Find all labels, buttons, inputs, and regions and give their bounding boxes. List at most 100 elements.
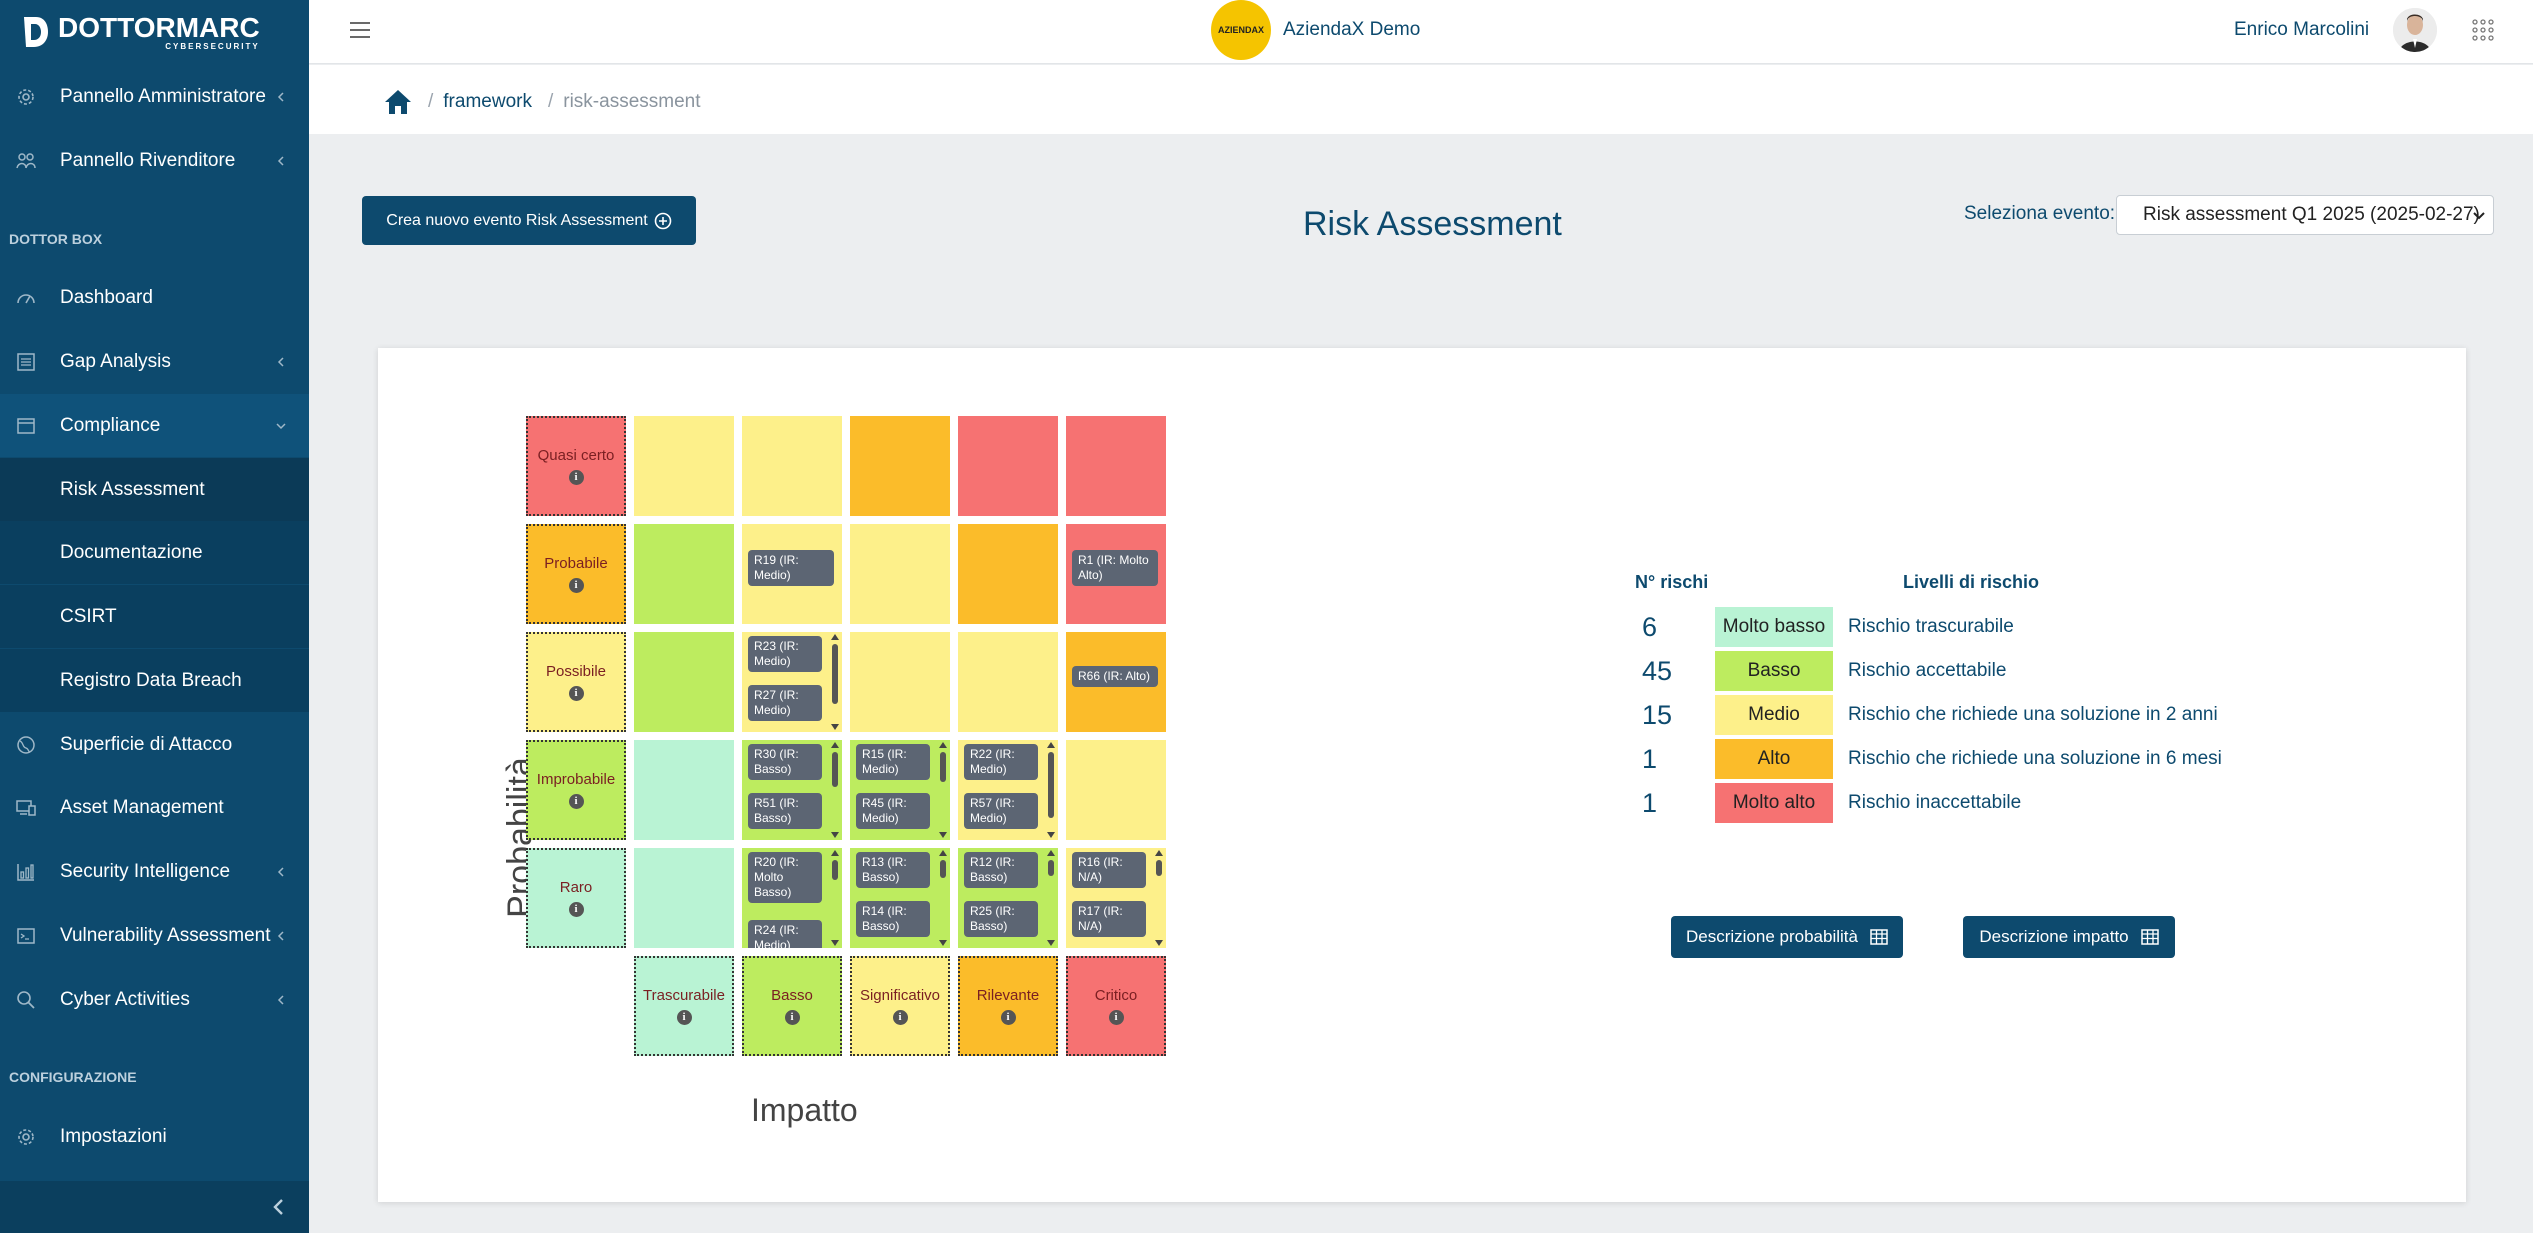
sidebar-item-label: Registro Data Breach bbox=[60, 669, 242, 691]
organization-selector[interactable]: AZIENDAX AziendaX Demo bbox=[1211, 0, 1420, 60]
risk-chip[interactable]: R23 (IR: Medio) bbox=[748, 636, 822, 672]
sidebar-item-asset-management[interactable]: Asset Management bbox=[0, 776, 309, 839]
risk-chip[interactable]: R27 (IR: Medio) bbox=[748, 685, 822, 721]
sidebar-item-registro-data-breach[interactable]: Registro Data Breach bbox=[0, 649, 309, 712]
breadcrumb: / framework / risk-assessment bbox=[309, 65, 2533, 134]
risk-chip[interactable]: R16 (IR: N/A) bbox=[1072, 852, 1146, 888]
impact-header-trascurabile[interactable]: Trascurabile i bbox=[634, 956, 734, 1056]
brand-name: DOTTORMARC bbox=[58, 11, 260, 43]
sidebar-item-impostazioni[interactable]: Impostazioni bbox=[0, 1105, 309, 1168]
home-icon[interactable] bbox=[384, 89, 412, 115]
risk-chip[interactable]: R19 (IR: Medio) bbox=[748, 550, 834, 586]
risk-chip[interactable]: R24 (IR: Medio) bbox=[748, 920, 822, 948]
risk-chip[interactable]: R17 (IR: N/A) bbox=[1072, 901, 1146, 937]
cell-scrollbar[interactable] bbox=[831, 742, 839, 838]
info-icon[interactable]: i bbox=[568, 578, 584, 593]
sidebar-item-label: CSIRT bbox=[60, 605, 117, 627]
cell-scrollbar[interactable] bbox=[1047, 742, 1055, 838]
risk-chip[interactable]: R45 (IR: Medio) bbox=[856, 793, 930, 829]
user-menu[interactable]: Enrico Marcolini bbox=[2234, 0, 2438, 60]
sidebar-item-label: Impostazioni bbox=[60, 1125, 167, 1147]
info-icon[interactable]: i bbox=[1000, 1010, 1016, 1025]
risk-chip[interactable]: R51 (IR: Basso) bbox=[748, 793, 822, 829]
sidebar-item-pannello-amministratore[interactable]: Pannello Amministratore bbox=[0, 65, 309, 128]
legend-level: Alto bbox=[1715, 739, 1833, 779]
matrix-cell bbox=[850, 632, 950, 732]
info-icon[interactable]: i bbox=[568, 470, 584, 485]
info-icon[interactable]: i bbox=[568, 686, 584, 701]
risk-chip[interactable]: R66 (IR: Alto) bbox=[1072, 666, 1158, 687]
legend-description: Rischio trascurabile bbox=[1848, 616, 2014, 637]
org-name: AziendaX Demo bbox=[1283, 19, 1421, 40]
risk-chip[interactable]: R1 (IR: Molto Alto) bbox=[1072, 550, 1158, 586]
cell-scrollbar[interactable] bbox=[1155, 850, 1163, 946]
sidebar-item-pannello-rivenditore[interactable]: Pannello Rivenditore bbox=[0, 129, 309, 192]
matrix-cell bbox=[634, 416, 734, 516]
risk-chip[interactable]: R13 (IR: Basso) bbox=[856, 852, 930, 888]
risk-chip[interactable]: R22 (IR: Medio) bbox=[964, 744, 1038, 780]
apps-grid-icon[interactable] bbox=[2472, 19, 2494, 41]
info-icon[interactable]: i bbox=[784, 1010, 800, 1025]
info-icon[interactable]: i bbox=[1108, 1010, 1124, 1025]
risk-chip[interactable]: R30 (IR: Basso) bbox=[748, 744, 822, 780]
cell-scrollbar[interactable] bbox=[831, 634, 839, 730]
sidebar-item-vulnerability-assessment[interactable]: Vulnerability Assessment bbox=[0, 904, 309, 967]
legend-row: 1 Alto Rischio che richiede una soluzion… bbox=[1635, 739, 2335, 779]
info-icon[interactable]: i bbox=[568, 794, 584, 809]
sidebar-item-security-intelligence[interactable]: Security Intelligence bbox=[0, 840, 309, 903]
risk-chip[interactable]: R25 (IR: Basso) bbox=[964, 901, 1038, 937]
probability-header-improbabile[interactable]: Improbabile i bbox=[526, 740, 626, 840]
info-icon[interactable]: i bbox=[892, 1010, 908, 1025]
sidebar-item-compliance[interactable]: Compliance bbox=[0, 394, 309, 457]
risk-chip[interactable]: R57 (IR: Medio) bbox=[964, 793, 1038, 829]
legend-level: Medio bbox=[1715, 695, 1833, 735]
new-risk-assessment-button[interactable]: Crea nuovo evento Risk Assessment bbox=[362, 196, 696, 245]
probability-header-raro[interactable]: Raro i bbox=[526, 848, 626, 948]
cell-scrollbar[interactable] bbox=[939, 850, 947, 946]
probability-header-possibile[interactable]: Possibile i bbox=[526, 632, 626, 732]
risk-chip[interactable]: R14 (IR: Basso) bbox=[856, 901, 930, 937]
x-axis-label: Impatto bbox=[751, 1092, 858, 1128]
probability-header-probabile[interactable]: Probabile i bbox=[526, 524, 626, 624]
sidebar-item-risk-assessment[interactable]: Risk Assessment bbox=[0, 458, 309, 521]
matrix-cell bbox=[634, 524, 734, 624]
legend-row: 1 Molto alto Rischio inaccettabile bbox=[1635, 783, 2335, 823]
event-select[interactable]: Risk assessment Q1 2025 (2025-02-27) bbox=[2116, 195, 2494, 235]
cell-scrollbar[interactable] bbox=[939, 742, 947, 838]
probability-label: Improbabile bbox=[536, 771, 616, 788]
sidebar-collapse-button[interactable] bbox=[0, 1181, 309, 1233]
hamburger-menu-icon[interactable] bbox=[349, 20, 371, 40]
impact-header-rilevante[interactable]: Rilevante i bbox=[958, 956, 1058, 1056]
risk-chip[interactable]: R20 (IR: Molto Basso) bbox=[748, 852, 822, 903]
brand-logo[interactable]: DOTTORMARC CYBERSECURITY bbox=[0, 0, 309, 64]
legend-count: 6 bbox=[1642, 612, 1658, 642]
risk-chip[interactable]: R12 (IR: Basso) bbox=[964, 852, 1038, 888]
chevron-left-icon bbox=[277, 91, 284, 102]
impact-description-button[interactable]: Descrizione impatto bbox=[1963, 916, 2175, 958]
probability-description-button[interactable]: Descrizione probabilità bbox=[1671, 916, 1903, 958]
info-icon[interactable]: i bbox=[568, 902, 584, 917]
chevron-left-icon bbox=[277, 356, 284, 367]
terminal-icon bbox=[17, 927, 35, 944]
cell-scrollbar[interactable] bbox=[831, 850, 839, 946]
impact-header-basso[interactable]: Basso i bbox=[742, 956, 842, 1056]
new-risk-assessment-label: Crea nuovo evento Risk Assessment bbox=[386, 211, 648, 229]
risk-chip[interactable]: R15 (IR: Medio) bbox=[856, 744, 930, 780]
breadcrumb-link-framework[interactable]: framework bbox=[443, 91, 532, 112]
sidebar-item-dashboard[interactable]: Dashboard bbox=[0, 266, 309, 329]
matrix-cell: R30 (IR: Basso) R51 (IR: Basso) bbox=[742, 740, 842, 840]
user-name: Enrico Marcolini bbox=[2234, 19, 2370, 40]
legend-level: Basso bbox=[1715, 651, 1833, 691]
sidebar-item-cyber-activities[interactable]: Cyber Activities bbox=[0, 968, 309, 1031]
matrix-cell bbox=[850, 524, 950, 624]
info-icon[interactable]: i bbox=[676, 1010, 692, 1025]
impact-header-significativo[interactable]: Significativo i bbox=[850, 956, 950, 1056]
impact-header-critico[interactable]: Critico i bbox=[1066, 956, 1166, 1056]
sidebar-item-gap-analysis[interactable]: Gap Analysis bbox=[0, 330, 309, 393]
sidebar-item-superficie-di-attacco[interactable]: Superficie di Attacco bbox=[0, 713, 309, 776]
probability-header-quasi-certo[interactable]: Quasi certo i bbox=[526, 416, 626, 516]
avatar bbox=[2393, 8, 2438, 52]
cell-scrollbar[interactable] bbox=[1047, 850, 1055, 946]
sidebar-item-csirt[interactable]: CSIRT bbox=[0, 585, 309, 648]
sidebar-item-documentazione[interactable]: Documentazione bbox=[0, 521, 309, 584]
